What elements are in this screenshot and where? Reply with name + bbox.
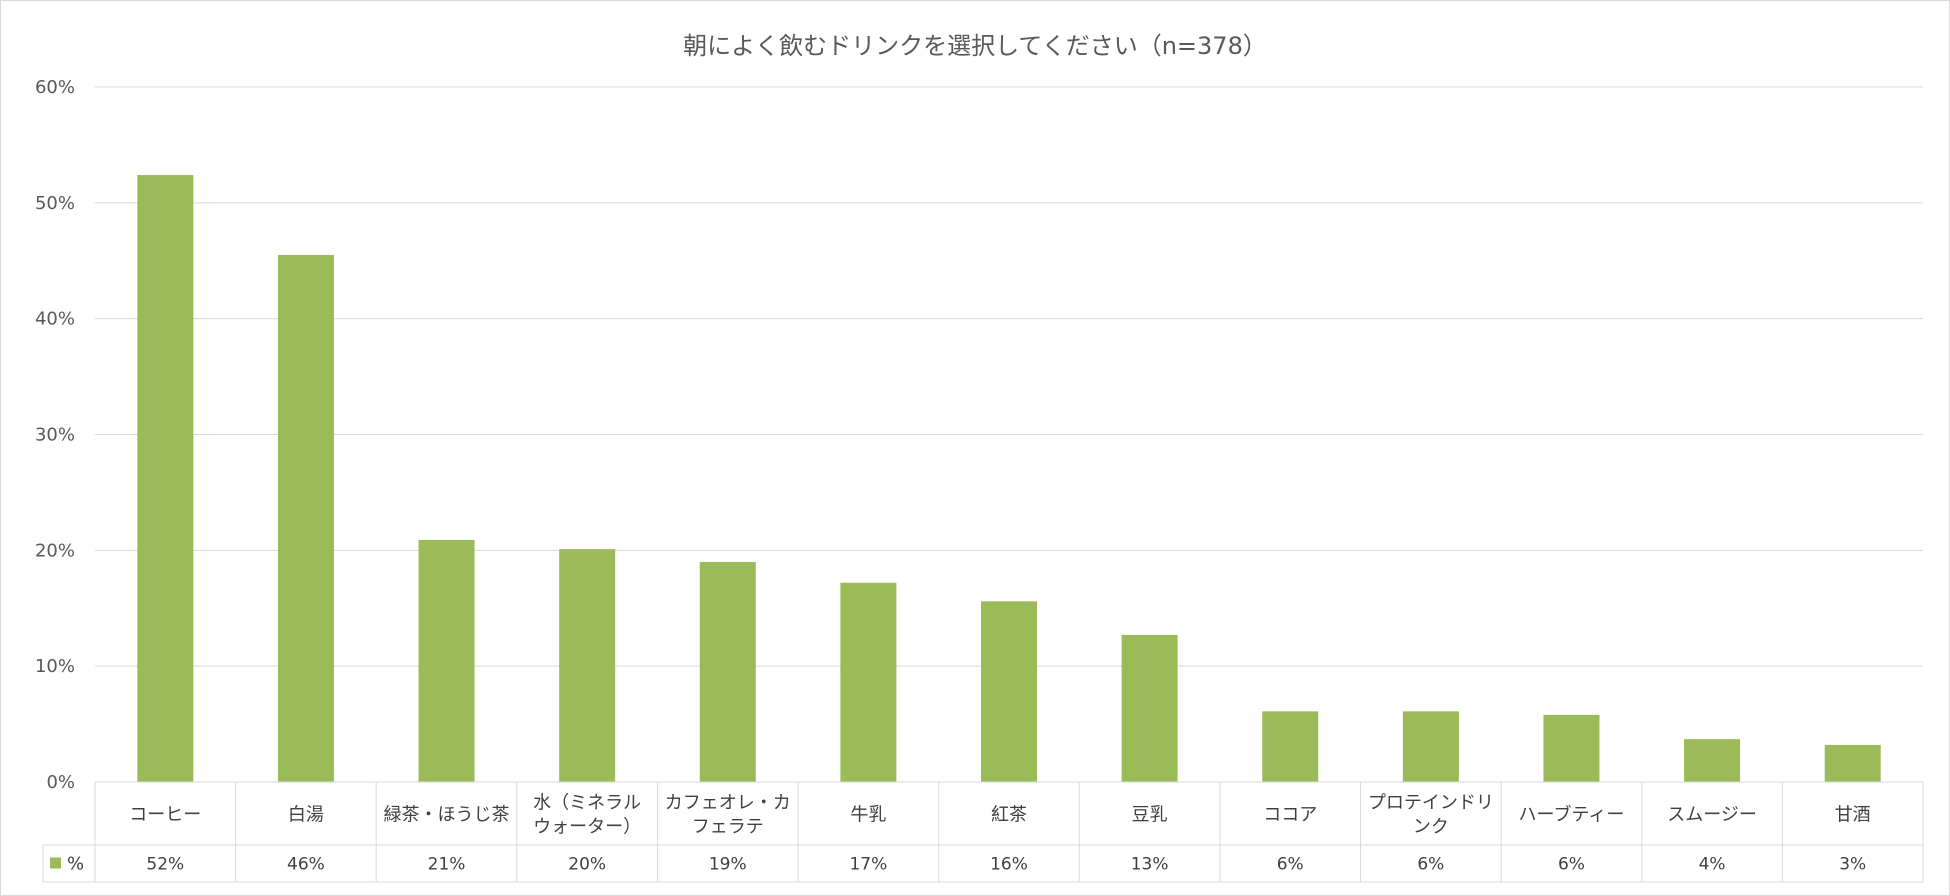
data-label: 6%: [1558, 855, 1585, 875]
legend-swatch: [50, 857, 61, 869]
category-label: 緑茶・ほうじ茶: [384, 805, 510, 826]
bar: [418, 539, 475, 782]
bar: [1262, 711, 1319, 782]
chart-title: 朝によく飲むドリンクを選択してください（n=378）: [683, 32, 1267, 60]
y-tick-label: 20%: [35, 540, 75, 561]
category-label: ハーブティー: [1519, 804, 1625, 826]
data-label: 20%: [568, 855, 606, 875]
category-label: カフェオレ・カ: [665, 793, 791, 814]
data-label: 19%: [709, 855, 747, 875]
y-tick-label: 50%: [35, 193, 75, 214]
gridlines: [95, 86, 1923, 667]
category-label: プロテインドリ: [1368, 793, 1494, 814]
category-label: 甘酒: [1835, 805, 1871, 826]
y-tick-label: 0%: [46, 772, 75, 793]
category-label: 牛乳: [850, 805, 886, 826]
category-label: フェラテ: [692, 817, 764, 838]
y-tick-label: 40%: [35, 309, 75, 330]
data-label: 21%: [428, 855, 466, 875]
category-label: ウォーター）: [533, 817, 641, 838]
data-label: 16%: [990, 855, 1028, 875]
category-label: コーヒー: [129, 805, 201, 826]
data-label: 46%: [287, 855, 325, 875]
bar: [277, 254, 334, 783]
bar: [559, 549, 616, 782]
y-tick-label: 30%: [35, 425, 75, 446]
category-label: ココア: [1263, 805, 1317, 826]
bars: [137, 175, 1881, 783]
bar: [1684, 739, 1741, 782]
category-label: 豆乳: [1132, 805, 1168, 826]
category-label: 水（ミネラル: [533, 793, 641, 814]
data-label: 4%: [1699, 855, 1726, 875]
category-label: ンク: [1413, 817, 1449, 838]
bar: [1121, 634, 1178, 782]
category-label: 白湯: [288, 805, 324, 826]
y-axis: 0% 10% 20% 30% 40% 50% 60%: [35, 77, 75, 793]
data-label: 6%: [1417, 855, 1444, 875]
bar: [137, 175, 194, 783]
bar: [699, 561, 756, 782]
bar: [1543, 714, 1600, 782]
bar: [1402, 711, 1459, 782]
category-label: 紅茶: [991, 805, 1027, 826]
y-tick-label: 60%: [35, 77, 75, 98]
bar: [840, 582, 897, 782]
y-tick-label: 10%: [35, 656, 75, 677]
legend-label: %: [67, 854, 84, 875]
category-label: スムージー: [1667, 805, 1757, 826]
bar: [1824, 744, 1881, 782]
data-label: 13%: [1131, 855, 1169, 875]
data-label: 3%: [1839, 855, 1866, 875]
data-label: 52%: [146, 855, 184, 875]
data-label: 6%: [1277, 855, 1304, 875]
bar: [981, 601, 1037, 782]
data-label: 17%: [849, 855, 887, 875]
